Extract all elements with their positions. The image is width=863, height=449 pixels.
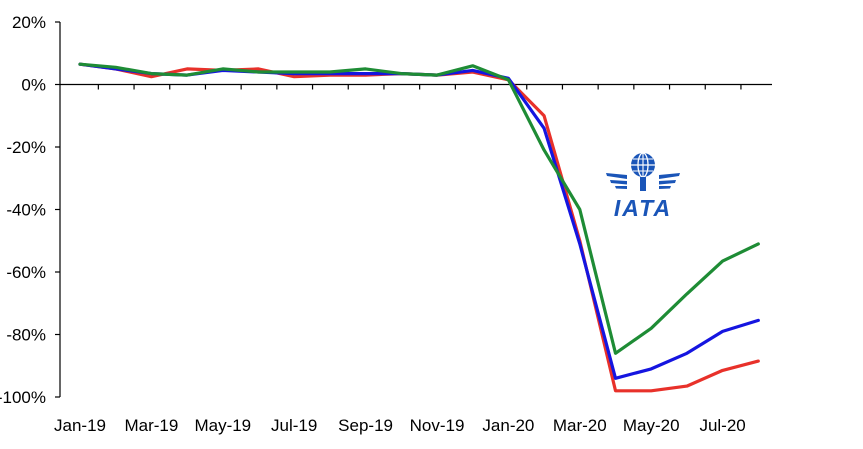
y-tick-label: -100% [0, 388, 46, 407]
y-tick-label: -20% [6, 138, 46, 157]
globe-icon [631, 152, 655, 178]
x-tick-label: Nov-19 [410, 416, 465, 435]
y-tick-label: -60% [6, 263, 46, 282]
y-axis-tick-labels: 20% 0% -20% -40% -60% -80% -100% [0, 13, 46, 407]
x-axis-ticks [97, 84, 742, 90]
iata-logo: IATA [606, 152, 680, 221]
x-tick-label: Mar-20 [553, 416, 607, 435]
y-tick-label: 20% [12, 13, 46, 32]
x-tick-label: Jul-20 [699, 416, 745, 435]
x-axis-tick-labels: Jan-19 Mar-19 May-19 Jul-19 Sep-19 Nov-19 Jan-… [54, 416, 746, 435]
logo-stem [640, 177, 646, 191]
y-tick-label: -80% [6, 326, 46, 345]
logo-text: IATA [614, 195, 672, 221]
y-tick-label: -40% [6, 201, 46, 220]
x-tick-label: Jan-19 [54, 416, 106, 435]
series-line-1 [78, 62, 760, 393]
x-tick-label: Sep-19 [338, 416, 393, 435]
x-tick-label: Jul-19 [271, 416, 317, 435]
right-wing-icon [659, 173, 680, 189]
left-wing-icon [606, 173, 627, 189]
y-axis-ticks [55, 21, 60, 398]
x-tick-label: May-20 [623, 416, 680, 435]
series-line-2 [78, 62, 760, 380]
series-lines [78, 62, 760, 393]
x-tick-label: Jan-20 [482, 416, 534, 435]
y-tick-label: 0% [21, 76, 46, 95]
x-tick-label: May-19 [194, 416, 251, 435]
x-tick-label: Mar-19 [124, 416, 178, 435]
series-line-3 [78, 62, 760, 355]
